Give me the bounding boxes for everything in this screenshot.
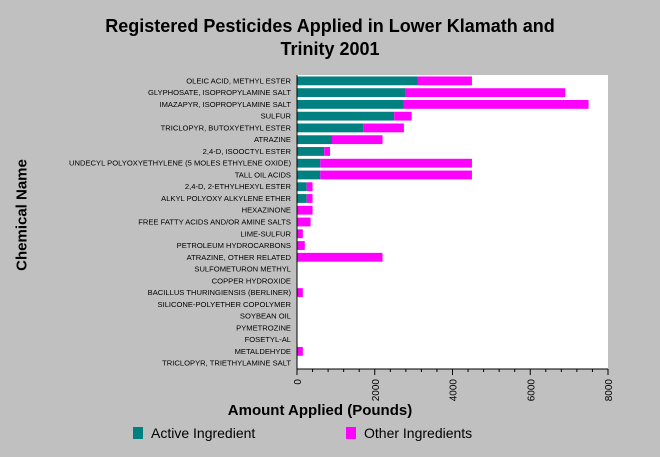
bar-other-6 (324, 147, 331, 156)
x-tick-label-4: 8000 (604, 379, 615, 402)
bar-other-23 (297, 346, 303, 356)
x-axis-label: Amount Applied (Pounds) (227, 402, 413, 419)
bar-other-1 (405, 88, 566, 98)
bar-active-7 (297, 158, 321, 168)
category-label-10: ALKYL POLYOXY ALKYLENE ETHER (161, 194, 291, 203)
x-tick-label-3: 6000 (526, 379, 537, 402)
category-label-8: TALL OIL ACIDS (235, 170, 291, 179)
category-label-18: BACILLUS THURINGIENSIS (BERLINER) (148, 288, 292, 297)
bar-active-0 (297, 76, 418, 86)
category-label-3: SULFUR (261, 112, 292, 121)
chart-title-line-2: Trinity 2001 (280, 39, 380, 59)
bar-active-8 (297, 170, 321, 180)
category-label-17: COPPER HYDROXIDE (212, 276, 291, 285)
x-tick-label-1: 2000 (371, 379, 382, 402)
y-axis-label: Chemical Name (13, 159, 31, 271)
category-label-12: FREE FATTY ACIDS AND/OR AMINE SALTS (138, 218, 291, 227)
bar-other-7 (320, 158, 472, 168)
bar-active-4 (297, 123, 364, 133)
bar-other-8 (320, 170, 472, 180)
category-label-7: UNDECYL POLYOXYETHYLENE (5 MOLES ETHYLEN… (69, 159, 291, 168)
bar-active-5 (297, 135, 332, 145)
category-label-4: TRICLOPYR, BUTOXYETHYL ESTER (161, 123, 292, 132)
bar-active-1 (297, 88, 406, 98)
bar-other-11 (297, 205, 313, 215)
bar-other-10 (306, 194, 313, 203)
x-tick-label-0: 0 (293, 379, 304, 385)
bar-other-3 (394, 111, 412, 121)
bar-active-10 (297, 194, 307, 203)
category-label-15: ATRAZINE, OTHER RELATED (187, 253, 292, 262)
category-label-9: 2,4-D, 2-ETHYLHEXYL ESTER (185, 182, 292, 191)
chart-title-line-1: Registered Pesticides Applied in Lower K… (105, 16, 555, 36)
bar-other-9 (306, 182, 313, 192)
category-label-20: SOYBEAN OIL (240, 312, 291, 321)
category-label-0: OLEIC ACID, METHYL ESTER (186, 76, 291, 85)
bar-other-4 (363, 123, 404, 133)
category-label-14: PETROLEUM HYDROCARBONS (177, 241, 291, 250)
category-label-11: HEXAZINONE (242, 206, 291, 215)
bar-other-18 (297, 288, 303, 297)
category-label-24: TRICLOPYR, TRIETHYLAMINE SALT (162, 359, 291, 368)
category-label-2: IMAZAPYR, ISOPROPYLAMINE SALT (159, 100, 291, 109)
bar-other-2 (403, 99, 589, 109)
bar-active-9 (297, 182, 307, 192)
bar-active-6 (297, 147, 325, 156)
category-label-6: 2,4-D, ISOOCTYL ESTER (203, 147, 292, 156)
x-tick-label-2: 4000 (449, 379, 460, 402)
bar-other-13 (297, 229, 303, 239)
bar-other-12 (297, 217, 311, 227)
bar-other-14 (297, 241, 305, 250)
legend-item-active: Active Ingredient (133, 425, 255, 441)
category-label-21: PYMETROZINE (236, 323, 291, 332)
category-label-13: LIME-SULFUR (240, 229, 291, 238)
category-label-5: ATRAZINE (254, 135, 291, 144)
legend-item-other: Other Ingredients (346, 425, 472, 441)
legend-swatch-other (346, 427, 356, 439)
legend-swatch-active (133, 427, 143, 439)
category-label-22: FOSETYL-AL (245, 335, 291, 344)
bar-active-3 (297, 111, 395, 121)
bar-other-5 (331, 135, 383, 145)
bar-other-0 (417, 76, 472, 86)
bar-other-15 (297, 252, 383, 262)
legend-label-other: Other Ingredients (364, 425, 473, 441)
category-label-23: METALDEHYDE (235, 347, 291, 356)
legend-label-active: Active Ingredient (151, 425, 256, 441)
category-label-19: SILICONE-POLYETHER COPOLYMER (158, 300, 292, 309)
category-label-16: SULFOMETURON METHYL (194, 265, 291, 274)
bar-active-2 (297, 99, 404, 109)
category-label-1: GLYPHOSATE, ISOPROPYLAMINE SALT (148, 88, 291, 97)
